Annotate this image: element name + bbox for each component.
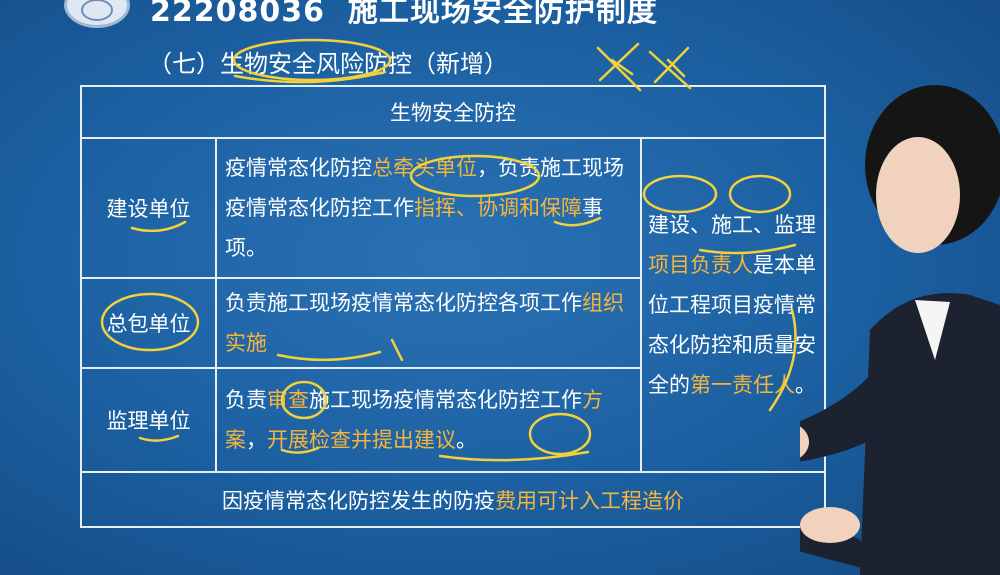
highlighted-text: 第一责任人 <box>690 373 795 397</box>
highlighted-text: 费用可计入工程造价 <box>495 488 684 513</box>
presenter-hand <box>800 426 809 458</box>
course-code: 22208036 <box>150 0 325 29</box>
table-heading: 生物安全防控 <box>79 85 827 139</box>
course-title-text: 施工现场安全防护制度 <box>347 0 658 29</box>
responsibility-cell: 建设、施工、监理项目负责人是本单位工程项目疫情常态化防控和质量安全的第一责任人。 <box>639 137 827 473</box>
text-segment: 因疫情常态化防控发生的防疫 <box>222 488 495 513</box>
desc-cell: 负责施工现场疫情常态化防控各项工作组织实施 <box>215 277 642 369</box>
presenter-collar <box>915 300 950 360</box>
highlighted-text: 总牵头单位 <box>372 156 477 180</box>
text-segment: 事项。 <box>225 196 603 260</box>
role-cell: 建设单位 <box>80 137 217 279</box>
text-segment: 建设、施工、监理 <box>648 213 816 237</box>
biosafety-table: 生物安全防控 建设单位 疫情常态化防控总牵头单位，负责施工现场疫情常态化防控工作… <box>79 85 827 528</box>
highlighted-text: 指挥、协调和保障 <box>414 196 582 220</box>
presenter-body <box>860 293 1000 575</box>
desc-cell: 疫情常态化防控总牵头单位，负责施工现场疫情常态化防控工作指挥、协调和保障事项。 <box>215 137 642 279</box>
role-cell: 总包单位 <box>80 277 217 369</box>
text-segment: ， <box>246 428 267 452</box>
text-segment: 。 <box>795 373 816 397</box>
section-title: （七）生物安全风险防控（新增） <box>148 50 508 78</box>
text-segment: 负责 <box>225 388 267 412</box>
role-cell: 监理单位 <box>80 367 217 473</box>
table-footer: 因疫情常态化防控发生的防疫费用可计入工程造价 <box>79 471 827 528</box>
desc-cell: 负责审查施工现场疫情常态化防控工作方案，开展检查并提出建议。 <box>215 367 642 473</box>
text-segment: 施工现场疫情常态化防控工作 <box>309 388 582 412</box>
table-row: 建设单位 疫情常态化防控总牵头单位，负责施工现场疫情常态化防控工作指挥、协调和保… <box>80 137 827 473</box>
highlighted-text: 审查 <box>267 388 309 412</box>
highlighted-text: 项目负责人 <box>648 253 753 277</box>
presenter-face <box>876 137 960 253</box>
presenter-figure <box>800 85 1000 575</box>
text-segment: 负责施工现场疫情常态化防控各项工作 <box>225 291 582 315</box>
table-footer-row: 因疫情常态化防控发生的防疫费用可计入工程造价 <box>79 471 827 528</box>
course-title: 22208036 施工现场安全防护制度 <box>150 0 658 30</box>
highlighted-text: 开展检查并提出建议 <box>267 428 456 452</box>
text-segment: 疫情常态化防控 <box>225 156 372 180</box>
presenter-hand-lower <box>800 507 860 543</box>
highlighted-text: 方案 <box>225 388 603 452</box>
highlighted-text: 组织实施 <box>225 291 624 355</box>
text-segment: 。 <box>456 428 477 452</box>
presenter-arm <box>800 370 890 462</box>
table-heading-row: 生物安全防控 <box>79 85 827 139</box>
